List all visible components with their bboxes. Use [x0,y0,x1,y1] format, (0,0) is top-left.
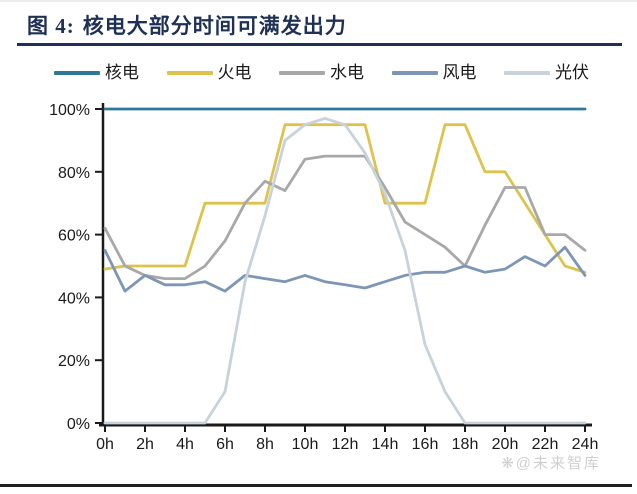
series-line-火电 [103,123,587,274]
legend-label: 风电 [442,63,477,82]
y-axis-label: 100% [49,102,90,119]
x-axis-label: 6h [216,436,234,453]
legend-item: 风电 [391,63,477,82]
legend-item: 光伏 [504,64,589,81]
chart-legend: 核电 火电 水电 风电 光伏 [54,64,589,81]
x-axis-label: 20h [492,436,519,453]
legend-label: 光伏 [555,63,589,82]
x-axis-label: 4h [176,436,194,453]
y-axis-label: 0% [67,416,90,433]
y-axis-label: 20% [58,353,90,370]
x-axis-label: 24h [572,436,599,453]
y-axis-label: 60% [58,228,90,245]
figure-title-text: 核电大部分时间可满发出力 [82,14,347,38]
legend-label: 水电 [330,63,364,82]
legend-line-swatch [391,70,438,75]
x-axis-label: 8h [256,436,274,453]
x-axis-label: 18h [452,436,479,453]
legend-label: 火电 [217,63,252,82]
bottom-divider [0,484,632,487]
title-underline [17,43,622,46]
legend-item: 水电 [279,64,364,81]
legend-label: 核电 [105,63,139,82]
watermark: ❋@未来智库 [501,452,601,473]
y-axis-label: 80% [58,165,90,182]
series-line-光伏 [103,117,587,425]
legend-item: 核电 [54,64,139,81]
x-axis-label: 12h [332,436,359,453]
legend-line-swatch [54,70,100,75]
legend-line-swatch [279,70,325,75]
watermark-logo-icon: ❋ [501,455,516,472]
x-axis-label: 0h [96,436,114,453]
top-divider [0,0,637,2]
x-axis-label: 16h [412,436,439,453]
figure-number: 图 4: [27,14,75,38]
y-axis-label: 40% [58,290,90,307]
figure-title: 图 4: 核电大部分时间可满发出力 [27,10,347,40]
series-line-风电 [103,245,587,293]
series-line-水电 [103,154,587,281]
x-axis-label: 22h [532,436,559,453]
watermark-text: @未来智库 [515,455,601,472]
x-axis-label: 14h [372,436,399,453]
x-axis-label: 2h [136,436,154,453]
legend-line-swatch [166,70,213,75]
x-axis-label: 10h [292,436,319,453]
legend-item: 火电 [166,63,252,82]
legend-line-swatch [504,70,550,75]
